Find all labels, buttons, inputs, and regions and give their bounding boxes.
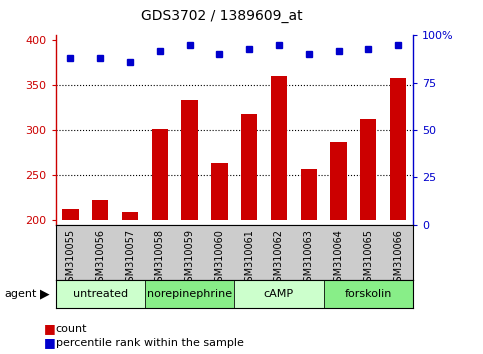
Bar	[360, 119, 376, 220]
Bar	[122, 212, 138, 220]
Text: GSM310066: GSM310066	[393, 229, 403, 288]
Text: GSM310056: GSM310056	[95, 229, 105, 288]
Text: GSM310061: GSM310061	[244, 229, 254, 288]
Text: count: count	[56, 324, 87, 333]
Text: GDS3702 / 1389609_at: GDS3702 / 1389609_at	[142, 9, 303, 23]
Bar	[211, 164, 227, 220]
Text: GSM310057: GSM310057	[125, 229, 135, 288]
Text: ■: ■	[43, 336, 55, 349]
Bar	[182, 100, 198, 220]
Text: GSM310065: GSM310065	[363, 229, 373, 288]
Bar	[152, 129, 168, 220]
Bar	[271, 76, 287, 220]
Text: ■: ■	[43, 322, 55, 335]
Text: GSM310055: GSM310055	[65, 229, 75, 288]
Text: GSM310063: GSM310063	[304, 229, 314, 288]
Text: percentile rank within the sample: percentile rank within the sample	[56, 338, 243, 348]
Text: untreated: untreated	[72, 289, 128, 299]
Text: cAMP: cAMP	[264, 289, 294, 299]
Text: GSM310058: GSM310058	[155, 229, 165, 288]
Bar	[234, 280, 324, 308]
Bar	[300, 169, 317, 220]
Bar	[390, 78, 406, 220]
Text: forskolin: forskolin	[344, 289, 392, 299]
Bar	[324, 280, 413, 308]
Bar	[56, 280, 145, 308]
Bar	[330, 142, 347, 220]
Bar	[62, 210, 79, 220]
Bar	[92, 200, 108, 220]
Text: GSM310060: GSM310060	[214, 229, 225, 288]
Bar	[241, 114, 257, 220]
Text: norepinephrine: norepinephrine	[147, 289, 232, 299]
Text: GSM310059: GSM310059	[185, 229, 195, 288]
Text: GSM310064: GSM310064	[333, 229, 343, 288]
Text: GSM310062: GSM310062	[274, 229, 284, 288]
Bar	[145, 280, 234, 308]
Text: ▶: ▶	[40, 288, 49, 301]
Text: agent: agent	[5, 289, 37, 299]
